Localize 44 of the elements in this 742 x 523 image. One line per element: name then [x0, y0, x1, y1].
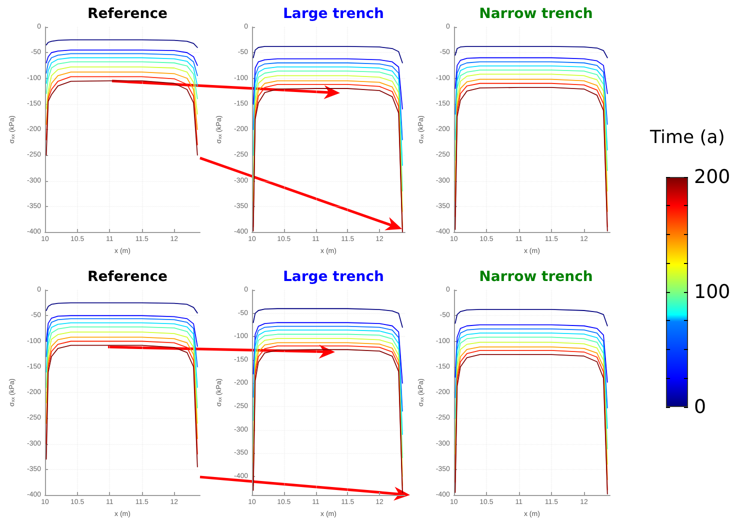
- line-series: [46, 57, 198, 86]
- line-series: [252, 66, 403, 166]
- line-series: [46, 315, 198, 347]
- color-bar-title: Time (a): [650, 127, 725, 149]
- line-series: [46, 76, 198, 146]
- line-series: [454, 324, 608, 383]
- line-series: [46, 302, 198, 314]
- line-series: [252, 330, 403, 435]
- line-series: [252, 46, 403, 64]
- line-series: [454, 309, 608, 326]
- line-series: [252, 62, 403, 140]
- line-series: [46, 66, 198, 115]
- line-series: [252, 58, 403, 110]
- color-bar-label: 200: [694, 166, 730, 188]
- line-series: [46, 318, 198, 368]
- line-series: [454, 70, 608, 171]
- line-series: [46, 80, 198, 156]
- chart-title: Reference: [87, 269, 168, 285]
- chart-title: Large trench: [283, 6, 384, 22]
- line-series: [252, 326, 403, 412]
- line-series: [46, 332, 198, 424]
- color-bar-label: 100: [694, 281, 730, 303]
- line-series: [454, 46, 608, 58]
- line-series: [46, 50, 198, 66]
- line-series: [46, 336, 198, 440]
- line-series: [454, 57, 608, 94]
- line-series: [252, 322, 403, 384]
- color-bar-label: 0: [694, 396, 706, 418]
- chart-title: Reference: [87, 6, 168, 22]
- line-series: [252, 308, 403, 328]
- line-series: [454, 66, 608, 150]
- line-series: [454, 74, 608, 192]
- line-series: [454, 332, 608, 429]
- line-series: [46, 53, 198, 76]
- line-series: [46, 326, 198, 408]
- line-series: [46, 61, 198, 100]
- chart-title: Large trench: [283, 269, 384, 285]
- chart-title: Narrow trench: [479, 6, 593, 22]
- line-series: [454, 61, 608, 125]
- line-series: [454, 328, 608, 408]
- line-series: [46, 322, 198, 388]
- line-series: [46, 72, 198, 130]
- chart-title: Narrow trench: [479, 269, 593, 285]
- line-series: [46, 39, 198, 48]
